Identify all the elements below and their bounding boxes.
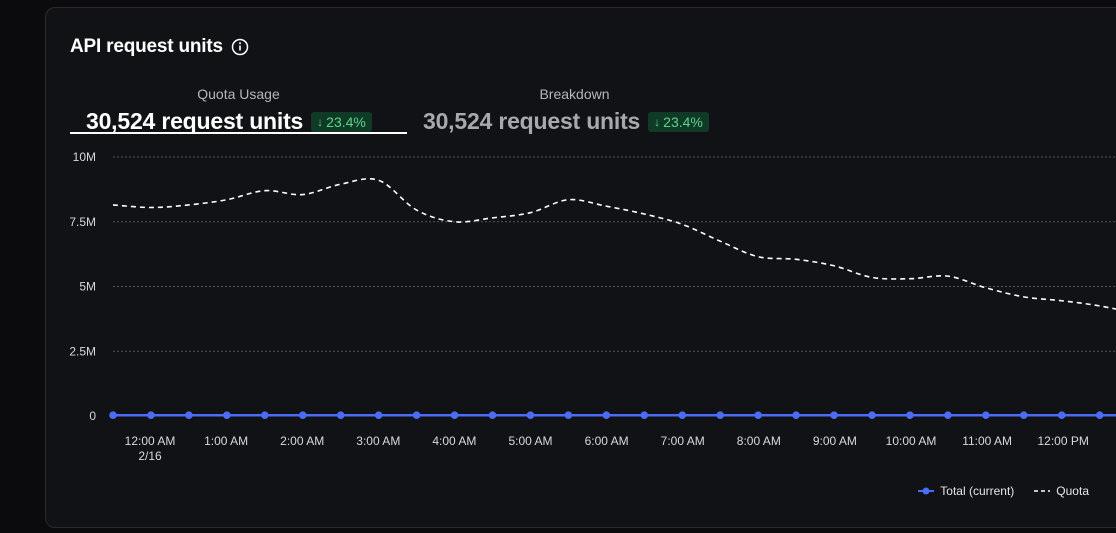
change-percent: 23.4% [326, 114, 366, 130]
y-tick-label: 7.5M [69, 215, 96, 229]
x-tick-label: 12:00 PM [1038, 434, 1089, 448]
x-tick-label: 11:00 AM [962, 434, 1012, 448]
legend-total-label: Total (current) [940, 484, 1015, 498]
x-tick-label: 8:00 AM [737, 434, 781, 448]
tab-quota-usage[interactable]: Quota Usage 30,524 request units ↓ 23.4% [70, 78, 407, 134]
total-point [450, 411, 459, 420]
legend-item-quota[interactable]: Quota [1034, 484, 1089, 498]
info-icon[interactable] [231, 38, 249, 56]
total-point [640, 411, 649, 420]
total-point [716, 411, 724, 420]
card-header: API request units [70, 36, 249, 58]
api-request-units-card: API request units Quota Usage 30,524 req… [45, 7, 1116, 528]
total-point [792, 411, 800, 420]
total-point [1020, 411, 1028, 420]
x-tick-sublabel: 2/16 [138, 449, 162, 463]
x-tick-label: 9:00 AM [813, 434, 857, 448]
tab-label: Quota Usage [197, 86, 280, 102]
legend-quota-label: Quota [1056, 484, 1089, 498]
total-point [830, 411, 838, 420]
change-badge: ↓ 23.4% [648, 112, 709, 132]
y-tick-label: 5M [79, 280, 96, 294]
tab-label: Breakdown [539, 86, 610, 102]
total-point [1095, 411, 1104, 420]
x-tick-label: 6:00 AM [585, 434, 629, 448]
x-tick-label: 10:00 AM [886, 434, 937, 448]
y-tick-label: 0 [89, 409, 96, 423]
total-point [526, 411, 535, 420]
total-point [982, 411, 990, 420]
chart-legend: Total (current) Quota [918, 484, 1089, 498]
total-point [185, 411, 193, 420]
total-point [602, 411, 611, 420]
legend-item-total[interactable]: Total (current) [918, 484, 1014, 498]
change-badge: ↓ 23.4% [311, 112, 372, 132]
legend-total-swatch [918, 487, 935, 495]
x-tick-label: 5:00 AM [508, 434, 552, 448]
y-tick-label: 2.5M [69, 344, 96, 358]
tab-value: 30,524 request units ↓ 23.4% [423, 108, 709, 135]
request-units-value: 30,524 request units [86, 108, 304, 134]
total-point [1057, 411, 1066, 420]
change-percent: 23.4% [663, 114, 703, 130]
total-point [223, 411, 231, 420]
tab-value: 30,524 request units ↓ 23.4% [86, 108, 372, 135]
total-point [906, 411, 914, 420]
x-tick-label: 4:00 AM [432, 434, 476, 448]
request-units-value: 30,524 request units [423, 108, 641, 134]
total-point [412, 411, 421, 420]
total-point [678, 411, 687, 420]
total-point [488, 411, 497, 420]
x-tick-label: 7:00 AM [661, 434, 705, 448]
total-point [868, 411, 876, 420]
tab-breakdown[interactable]: Breakdown 30,524 request units ↓ 23.4% [407, 78, 742, 134]
quota-line [112, 177, 1116, 310]
arrow-down-icon: ↓ [317, 115, 324, 129]
x-tick-label: 12:00 AM [125, 434, 176, 448]
total-point [261, 411, 269, 420]
x-tick-label: 2:00 AM [280, 434, 324, 448]
card-title: API request units [70, 36, 223, 57]
total-point [336, 411, 345, 420]
legend-quota-swatch [1034, 490, 1051, 492]
total-point [298, 411, 307, 420]
total-point [944, 411, 952, 420]
total-point [564, 411, 573, 420]
total-point [754, 411, 762, 420]
x-tick-label: 3:00 AM [356, 434, 400, 448]
total-point [374, 411, 383, 420]
total-point [109, 411, 117, 420]
arrow-down-icon: ↓ [654, 115, 661, 129]
y-tick-label: 10M [73, 150, 96, 164]
line-chart: 10M 7.5M 5M 2.5M 0 12:00 AM2/16 1:00 AM 2:00 AM… [69, 150, 1116, 463]
x-tick-label: 1:00 AM [204, 434, 248, 448]
total-point [147, 411, 155, 420]
